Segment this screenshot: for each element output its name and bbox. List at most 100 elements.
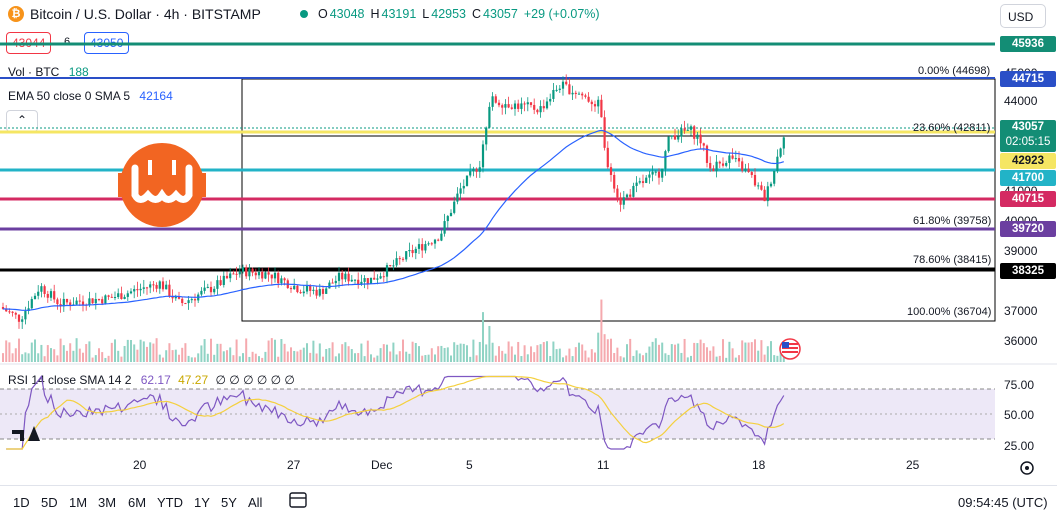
timeframe-1m[interactable]: 1M — [69, 495, 88, 510]
candle-body — [251, 268, 254, 273]
volume-bar — [162, 357, 164, 362]
volume-legend[interactable]: Vol · BTC 188 — [8, 65, 89, 79]
timeframe-all[interactable]: All — [248, 495, 263, 510]
volume-bar — [766, 346, 769, 362]
chart-header: ₿ Bitcoin / U.S. Dollar · 4h · BITSTAMP … — [0, 0, 1057, 30]
candle-body — [648, 174, 651, 178]
candle-body — [773, 170, 776, 184]
candle-body — [542, 106, 545, 109]
volume-bar — [72, 350, 75, 362]
utc-clock[interactable]: 09:54:45 (UTC) — [958, 495, 1048, 510]
price-tag-last[interactable]: 43057 02:05:15 — [1000, 120, 1056, 152]
candle-body — [136, 289, 139, 291]
volume-bar — [482, 312, 484, 362]
price-tag-41700[interactable]: 41700 — [1000, 170, 1056, 186]
timeframe-5d[interactable]: 5D — [41, 495, 58, 510]
volume-name: Vol · BTC — [8, 65, 60, 79]
candle-body — [606, 147, 609, 168]
candle-body — [590, 101, 593, 105]
date-range-icon[interactable] — [289, 492, 307, 508]
rsi-legend[interactable]: RSI 14 close SMA 14 2 62.17 47.27 ∅ ∅ ∅ … — [8, 373, 295, 387]
volume-bar — [750, 342, 753, 362]
candle-body — [181, 298, 184, 304]
candle-body — [344, 273, 347, 280]
volume-bar — [776, 355, 779, 362]
volume-bar — [181, 347, 184, 362]
candle-body — [763, 189, 766, 202]
volume-bar — [427, 354, 430, 362]
volume-bar — [123, 345, 126, 362]
price-tag-45936[interactable]: 45936 — [1000, 36, 1056, 52]
volume-bar — [517, 341, 520, 362]
candle-body — [677, 136, 680, 140]
price-tag-38325[interactable]: 38325 — [1000, 263, 1056, 279]
candle-body — [190, 299, 193, 301]
volume-bar — [520, 356, 523, 362]
candle-body — [277, 272, 280, 284]
volume-bar — [139, 339, 142, 362]
timeframe-3m[interactable]: 3M — [98, 495, 117, 510]
volume-bar — [699, 339, 702, 362]
timeframe-ytd[interactable]: YTD — [157, 495, 183, 510]
volume-bar — [203, 339, 206, 362]
candle-body — [88, 298, 91, 306]
volume-bar — [197, 353, 200, 362]
timeframe-1y[interactable]: 1Y — [194, 495, 210, 510]
price-tag-42923[interactable]: 42923 — [1000, 153, 1056, 169]
volume-bar — [597, 332, 600, 362]
price-tag-39720[interactable]: 39720 — [1000, 221, 1056, 237]
volume-bar — [53, 349, 56, 362]
rsi-value: 62.17 — [140, 373, 171, 387]
timeframe-6m[interactable]: 6M — [128, 495, 147, 510]
volume-bar — [430, 348, 433, 362]
volume-bar — [462, 343, 465, 362]
volume-bar — [357, 353, 360, 362]
candle-body — [571, 92, 574, 95]
candle-body — [705, 145, 709, 163]
volume-bar — [539, 344, 542, 362]
symbol-title[interactable]: Bitcoin / U.S. Dollar · 4h · BITSTAMP — [30, 6, 261, 22]
volume-bar — [184, 343, 187, 362]
volume-bar — [651, 341, 654, 362]
candle-body — [549, 98, 552, 102]
candle-body — [254, 272, 257, 276]
candle-body — [497, 102, 501, 106]
volume-bar — [523, 345, 526, 362]
volume-bar — [27, 353, 30, 362]
candle-body — [184, 303, 187, 305]
volume-bar — [565, 355, 568, 362]
price-tag-40715[interactable]: 40715 — [1000, 191, 1056, 207]
volume-bar — [226, 350, 228, 362]
currency-select[interactable]: USD — [1000, 4, 1046, 28]
ema-legend[interactable]: EMA 50 close 0 SMA 5 42164 — [8, 89, 173, 103]
volume-bar — [104, 357, 107, 362]
symbol-info[interactable]: ₿ Bitcoin / U.S. Dollar · 4h · BITSTAMP — [8, 6, 261, 22]
candle-body — [357, 279, 360, 285]
timeframe-5y[interactable]: 5Y — [221, 495, 237, 510]
last-price: 43057 — [1012, 121, 1044, 133]
volume-bar — [392, 342, 395, 362]
price-tag-44715[interactable]: 44715 — [1000, 71, 1056, 87]
us-flag-icon[interactable] — [779, 338, 801, 360]
market-status-icon[interactable] — [300, 10, 308, 18]
volume-bar — [21, 354, 24, 362]
volume-bar — [635, 350, 638, 362]
volume-bar — [629, 338, 632, 362]
volume-bar — [142, 341, 145, 362]
ema-value: 42164 — [139, 89, 173, 103]
ohlc-open: 43048 — [329, 7, 365, 21]
volume-bar — [491, 342, 494, 362]
candle-body — [651, 171, 654, 175]
candle-body — [513, 103, 517, 109]
fib-label-618: 61.80% (39758) — [913, 215, 992, 227]
volume-bar — [533, 352, 536, 362]
settings-gear-icon[interactable] — [1020, 461, 1034, 475]
timeframe-1d[interactable]: 1D — [13, 495, 30, 510]
candle-body — [328, 282, 331, 289]
volume-bar — [242, 353, 244, 362]
candle-body — [696, 134, 699, 139]
candle-body — [177, 296, 181, 299]
candle-body — [203, 287, 206, 291]
volume-bar — [690, 355, 692, 362]
